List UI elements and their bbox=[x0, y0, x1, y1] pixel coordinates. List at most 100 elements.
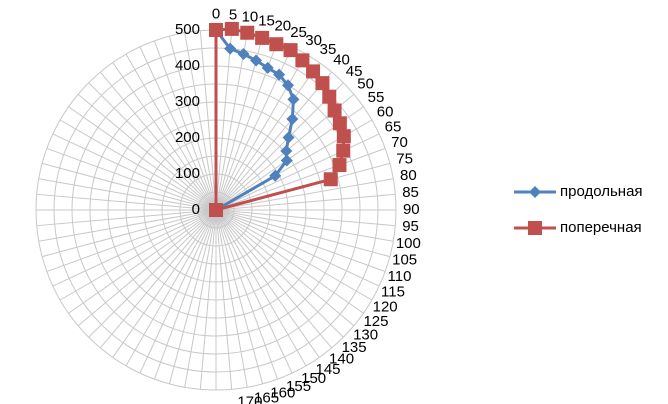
grid bbox=[35, 29, 397, 391]
angle-tick-label: 60 bbox=[377, 103, 394, 120]
grid-spoke bbox=[215, 147, 386, 211]
grid-spoke bbox=[215, 209, 279, 380]
data-point bbox=[282, 131, 295, 144]
data-point bbox=[240, 25, 255, 40]
angle-tick-label: 140 bbox=[329, 351, 354, 368]
grid-spoke bbox=[59, 119, 217, 211]
grid-spoke bbox=[42, 209, 217, 258]
grid-spoke bbox=[215, 209, 386, 273]
data-point bbox=[273, 68, 286, 81]
grid-spoke bbox=[77, 93, 217, 211]
grid-spoke bbox=[46, 209, 217, 273]
grid-spoke bbox=[88, 209, 217, 338]
data-point bbox=[332, 116, 347, 131]
grid-spoke bbox=[68, 106, 217, 211]
data-point bbox=[327, 103, 342, 118]
grid-spoke bbox=[99, 209, 217, 349]
grid-spoke bbox=[215, 71, 333, 211]
angle-tick-label: 135 bbox=[342, 339, 367, 356]
grid-spoke bbox=[52, 209, 217, 287]
angle-tick-label: 130 bbox=[353, 327, 378, 344]
angle-tick-label: 110 bbox=[388, 268, 412, 285]
grid-spoke bbox=[42, 162, 217, 211]
radial-tick-label: 0 bbox=[192, 201, 200, 218]
grid-spoke bbox=[52, 133, 217, 211]
data-point bbox=[336, 129, 351, 144]
grid-spoke bbox=[153, 40, 217, 211]
grid-spoke bbox=[38, 178, 217, 211]
grid-spoke bbox=[125, 53, 217, 211]
grid-spoke bbox=[215, 209, 293, 374]
data-point bbox=[322, 89, 337, 104]
data-point bbox=[224, 21, 239, 36]
grid-spoke bbox=[215, 209, 344, 338]
angle-tick-labels: 0 5 10 15 20 25303540455055606570758085909510… bbox=[212, 6, 421, 404]
grid-spoke bbox=[215, 209, 396, 227]
grid-spoke bbox=[215, 133, 380, 211]
data-point bbox=[336, 143, 351, 158]
angle-tick-label: 10 bbox=[242, 9, 259, 26]
grid-spoke bbox=[215, 209, 248, 388]
angle-tick-label: 95 bbox=[402, 218, 419, 235]
grid-spoke bbox=[36, 209, 217, 227]
grid-spoke bbox=[46, 147, 217, 211]
legend-label: продольная bbox=[560, 183, 643, 200]
angle-tick-label: 85 bbox=[402, 184, 419, 201]
angle-tick-label: 15 bbox=[258, 12, 275, 29]
grid-spoke bbox=[215, 209, 333, 349]
angle-tick-label: 100 bbox=[396, 235, 421, 252]
angle-tick-label: 170 bbox=[237, 393, 262, 404]
grid-spoke bbox=[215, 209, 364, 314]
angle-tick-label: 50 bbox=[357, 75, 374, 92]
data-point bbox=[287, 93, 300, 106]
grid-spoke bbox=[125, 209, 217, 367]
radial-tick-label: 400 bbox=[175, 57, 200, 74]
angle-tick-label: 90 bbox=[403, 201, 420, 218]
angle-tick-label: 105 bbox=[392, 252, 417, 269]
grid-spoke bbox=[184, 209, 217, 388]
grid-spoke bbox=[215, 82, 344, 211]
angle-tick-label: 145 bbox=[316, 361, 341, 378]
data-point bbox=[280, 144, 293, 157]
data-point bbox=[209, 23, 223, 37]
angle-tick-label: 160 bbox=[270, 384, 295, 401]
data-point bbox=[286, 112, 299, 125]
grid-spoke bbox=[184, 32, 217, 211]
angle-tick-label: 70 bbox=[391, 134, 408, 151]
grid-spoke bbox=[168, 36, 217, 211]
grid-spoke bbox=[215, 209, 307, 367]
grid-spoke bbox=[215, 209, 355, 327]
grid-spoke bbox=[215, 209, 390, 258]
data-point bbox=[315, 76, 330, 91]
series-2 bbox=[209, 21, 351, 217]
angle-tick-label: 165 bbox=[254, 390, 279, 404]
data-point bbox=[209, 203, 223, 217]
legend-item: продольная bbox=[514, 183, 643, 200]
angle-tick-label: 20 bbox=[274, 17, 291, 34]
data-point bbox=[237, 48, 250, 61]
angle-tick-label: 120 bbox=[373, 299, 398, 316]
angle-tick-label: 150 bbox=[301, 370, 326, 387]
grid-spoke bbox=[139, 209, 217, 374]
data-point bbox=[306, 64, 321, 79]
grid-spoke bbox=[215, 178, 394, 211]
grid-spoke bbox=[199, 209, 217, 390]
data-point bbox=[280, 154, 293, 167]
angle-tick-label: 40 bbox=[333, 51, 350, 68]
grid-spoke bbox=[77, 209, 217, 327]
angle-tick-label: 25 bbox=[290, 24, 307, 41]
series-group bbox=[209, 21, 351, 217]
grid-spoke bbox=[112, 62, 217, 211]
angle-tick-label: 115 bbox=[381, 284, 405, 301]
data-point bbox=[332, 158, 347, 173]
data-point bbox=[282, 79, 294, 92]
angle-tick-label: 30 bbox=[305, 32, 322, 49]
angle-tick-label: 5 bbox=[229, 6, 237, 23]
data-point bbox=[224, 42, 237, 55]
grid-spoke bbox=[215, 209, 380, 287]
grid-spoke bbox=[215, 53, 307, 211]
grid-spoke bbox=[215, 209, 264, 384]
data-point bbox=[269, 37, 284, 52]
grid-spoke bbox=[139, 46, 217, 211]
grid-spoke bbox=[215, 62, 320, 211]
